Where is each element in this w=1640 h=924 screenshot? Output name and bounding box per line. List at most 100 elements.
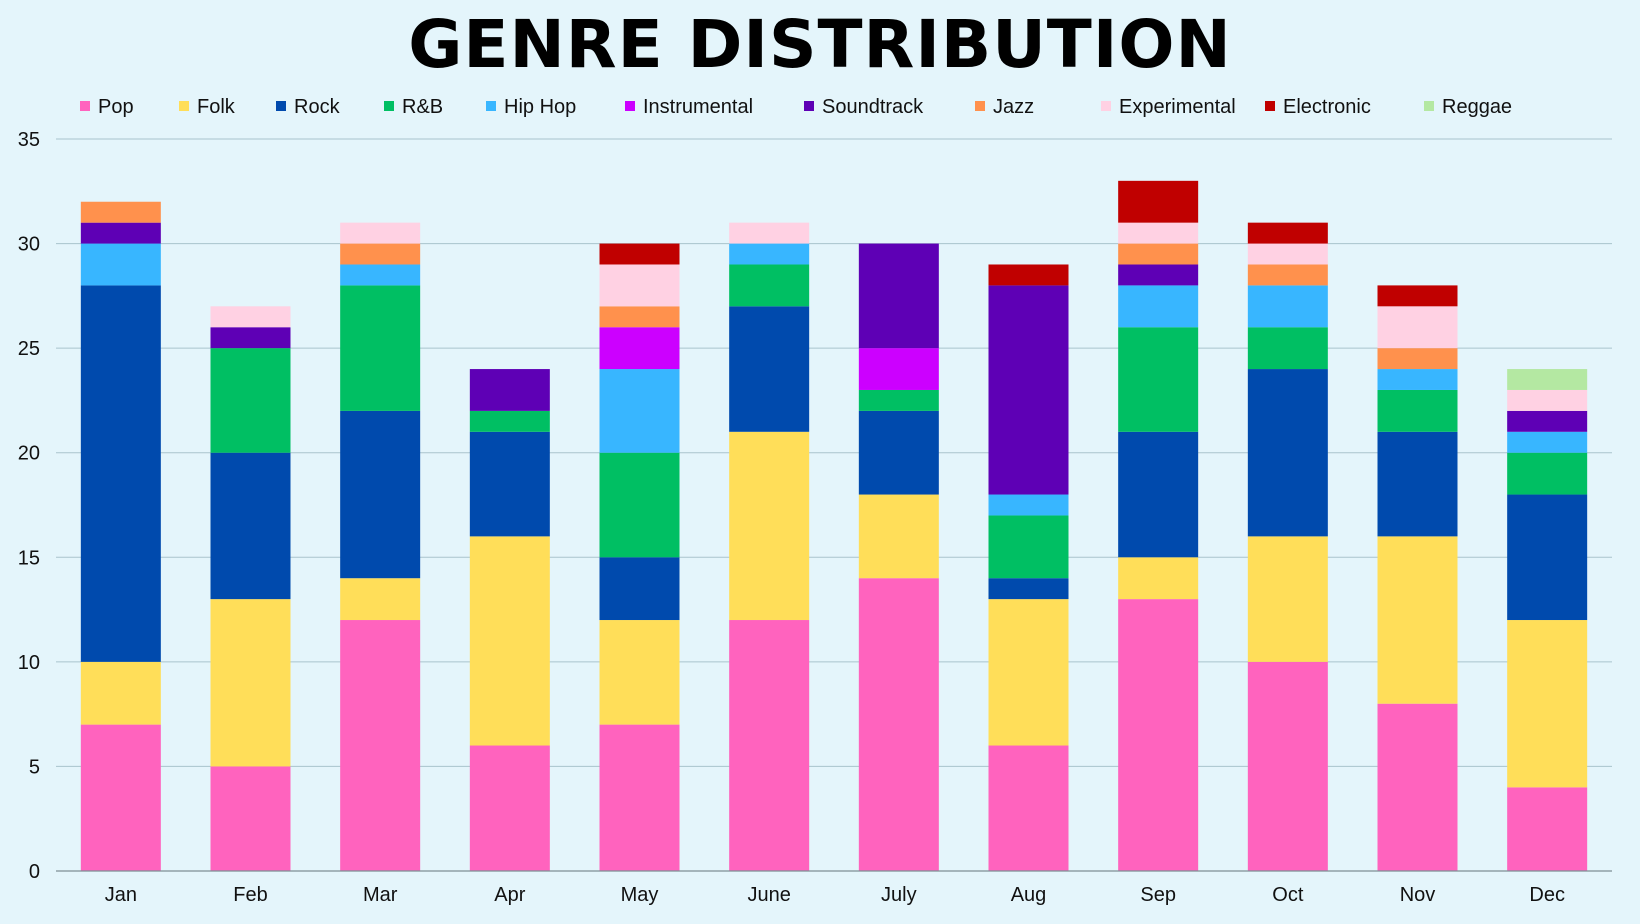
bar-segment-rock bbox=[80, 285, 161, 662]
bar-segment-hip-hop bbox=[988, 494, 1069, 516]
bar-segment-soundtrack bbox=[210, 327, 291, 349]
x-tick-label: Jan bbox=[105, 884, 137, 906]
bar-stack-dec bbox=[1507, 369, 1588, 871]
legend-swatch bbox=[975, 101, 985, 111]
legend-label: Experimental bbox=[1119, 96, 1236, 118]
legend-swatch bbox=[486, 101, 496, 111]
y-tick-label: 30 bbox=[18, 234, 40, 256]
bar-segment-experimental bbox=[340, 222, 421, 244]
legend-swatch bbox=[1101, 101, 1111, 111]
bar-segment-folk bbox=[988, 599, 1069, 746]
legend-swatch bbox=[384, 101, 394, 111]
x-tick-label: July bbox=[881, 884, 917, 906]
bar-segment-pop bbox=[340, 620, 421, 871]
bar-segment-soundtrack bbox=[1118, 264, 1199, 286]
legend-item: Electronic bbox=[1265, 96, 1371, 118]
bar-segment-folk bbox=[469, 536, 550, 746]
bar-segment-jazz bbox=[599, 306, 680, 328]
bar-segment-pop bbox=[729, 620, 810, 871]
legend-swatch bbox=[804, 101, 814, 111]
legend-item: Experimental bbox=[1101, 96, 1236, 118]
legend-item: Rock bbox=[276, 96, 341, 118]
bar-segment-electronic bbox=[988, 264, 1069, 286]
bar-segment-r-b bbox=[469, 410, 550, 432]
bar-segment-r-b bbox=[988, 515, 1069, 579]
legend-label: Hip Hop bbox=[504, 96, 576, 118]
legend-swatch bbox=[1265, 101, 1275, 111]
y-tick-label: 35 bbox=[18, 129, 40, 151]
bar-segment-experimental bbox=[1377, 306, 1458, 349]
bar-segment-pop bbox=[1247, 661, 1328, 871]
bar-segment-jazz bbox=[80, 201, 161, 223]
legend-item: R&B bbox=[384, 96, 443, 118]
bar-segment-experimental bbox=[210, 306, 291, 328]
bar-segment-experimental bbox=[729, 222, 810, 244]
bar-segment-pop bbox=[80, 724, 161, 871]
x-tick-label: Dec bbox=[1529, 884, 1565, 906]
y-tick-label: 25 bbox=[18, 338, 40, 360]
bar-segment-experimental bbox=[599, 264, 680, 307]
x-tick-label: Aug bbox=[1011, 884, 1047, 906]
axes: 0 5 10 15 20 25 30 35 Jan Feb Mar Apr May June July Aug… bbox=[18, 129, 1612, 906]
y-tick-label: 20 bbox=[18, 443, 40, 465]
bar-segment-hip-hop bbox=[599, 369, 680, 453]
bar-segment-instrumental bbox=[599, 327, 680, 370]
legend-label: Jazz bbox=[993, 96, 1034, 118]
bar-segment-experimental bbox=[1247, 243, 1328, 265]
bar-segment-soundtrack bbox=[469, 369, 550, 411]
bar-segment-r-b bbox=[1118, 327, 1199, 432]
bar-segment-r-b bbox=[1507, 452, 1588, 495]
bar-segment-r-b bbox=[1247, 327, 1328, 370]
x-tick-label: Oct bbox=[1272, 884, 1304, 906]
y-tick-label: 0 bbox=[29, 861, 40, 883]
bar-segment-pop bbox=[1377, 703, 1458, 871]
bar-segment-electronic bbox=[599, 243, 680, 265]
bar-segment-instrumental bbox=[858, 348, 939, 390]
bar-segment-hip-hop bbox=[80, 243, 161, 286]
x-tick-label: May bbox=[621, 884, 659, 906]
bar-segment-r-b bbox=[858, 389, 939, 411]
legend-label: Folk bbox=[197, 96, 236, 118]
bar-segment-electronic bbox=[1118, 180, 1199, 223]
bar-segment-rock bbox=[599, 557, 680, 621]
bar-stack-may bbox=[599, 243, 680, 871]
bar-segment-rock bbox=[858, 410, 939, 495]
bar-segment-soundtrack bbox=[988, 285, 1069, 495]
legend-label: Instrumental bbox=[643, 96, 753, 118]
legend-swatch bbox=[276, 101, 286, 111]
bar-segment-folk bbox=[340, 578, 421, 621]
y-tick-label: 15 bbox=[18, 547, 40, 569]
bar-segment-rock bbox=[469, 431, 550, 537]
legend-swatch bbox=[625, 101, 635, 111]
legend-label: Rock bbox=[294, 96, 341, 118]
bar-stack-july bbox=[858, 243, 939, 871]
bar-segment-r-b bbox=[340, 285, 421, 411]
legend-swatch bbox=[1424, 101, 1434, 111]
x-tick-label: June bbox=[747, 884, 790, 906]
y-tick-label: 5 bbox=[29, 756, 40, 778]
bar-segment-pop bbox=[1507, 787, 1588, 871]
x-tick-label: Feb bbox=[233, 884, 267, 906]
bar-stack-feb bbox=[210, 306, 291, 871]
bar-segment-rock bbox=[340, 410, 421, 579]
bar-segment-pop bbox=[210, 766, 291, 871]
x-tick-label: Mar bbox=[363, 884, 398, 906]
bar-segment-pop bbox=[599, 724, 680, 871]
bar-segment-r-b bbox=[729, 264, 810, 307]
legend-swatch bbox=[179, 101, 189, 111]
legend-label: Soundtrack bbox=[822, 96, 924, 118]
bar-stack-apr bbox=[469, 369, 550, 871]
x-tick-label: Sep bbox=[1140, 884, 1176, 906]
bar-segment-jazz bbox=[1247, 264, 1328, 286]
legend: Pop Folk Rock R&B Hip Hop Instrumental Soundtr… bbox=[80, 96, 1512, 118]
bar-segment-jazz bbox=[340, 243, 421, 265]
bar-segment-hip-hop bbox=[1247, 285, 1328, 328]
bar-stack-sep bbox=[1118, 180, 1199, 871]
bar-stack-nov bbox=[1377, 285, 1458, 871]
bar-segment-experimental bbox=[1118, 222, 1199, 244]
bar-segment-rock bbox=[1507, 494, 1588, 621]
bar-segment-rock bbox=[1377, 431, 1458, 537]
bars bbox=[80, 180, 1588, 871]
x-tick-label: Nov bbox=[1400, 884, 1436, 906]
